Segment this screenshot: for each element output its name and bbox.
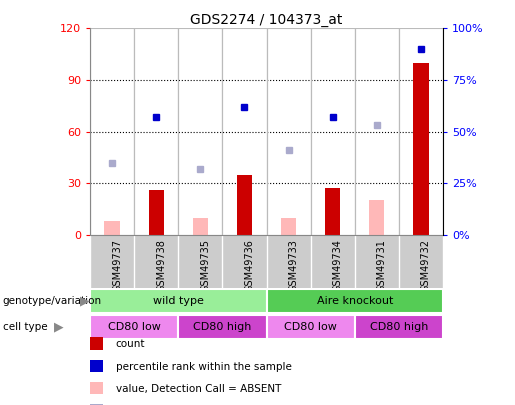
Text: CD80 high: CD80 high (193, 322, 252, 332)
Text: wild type: wild type (153, 296, 204, 306)
Bar (90, 28, 134, 235)
Text: ▶: ▶ (54, 320, 64, 334)
Text: value, Detection Call = ABSENT: value, Detection Call = ABSENT (116, 384, 281, 394)
Bar (281, 218, 296, 235)
Bar (355, 28, 399, 235)
Text: CD80 low: CD80 low (284, 322, 337, 332)
Text: cell type: cell type (3, 322, 47, 332)
Text: GSM49734: GSM49734 (333, 239, 342, 292)
Bar (90, 315, 178, 339)
Text: GSM49732: GSM49732 (421, 239, 431, 292)
Text: GSM49737: GSM49737 (112, 239, 122, 292)
Text: genotype/variation: genotype/variation (3, 296, 101, 306)
Text: GSM49735: GSM49735 (200, 239, 210, 292)
Bar (222, 28, 267, 235)
Bar (267, 289, 443, 313)
Text: CD80 high: CD80 high (370, 322, 428, 332)
Bar (399, 28, 443, 235)
Bar (134, 28, 178, 235)
Bar (311, 28, 355, 235)
Bar (178, 28, 222, 235)
Text: ▶: ▶ (80, 294, 90, 307)
Text: GSM49736: GSM49736 (245, 239, 254, 292)
Bar (267, 315, 355, 339)
Bar (325, 188, 340, 235)
Text: GSM49738: GSM49738 (156, 239, 166, 292)
Bar (178, 315, 267, 339)
Text: percentile rank within the sample: percentile rank within the sample (116, 362, 292, 371)
Text: CD80 low: CD80 low (108, 322, 161, 332)
Bar (90, 289, 267, 313)
Text: GSM49733: GSM49733 (288, 239, 299, 292)
Text: Aire knockout: Aire knockout (317, 296, 393, 306)
Text: count: count (116, 339, 145, 349)
Text: GSM49731: GSM49731 (377, 239, 387, 292)
Bar (237, 175, 252, 235)
Bar (355, 315, 443, 339)
Bar (413, 63, 428, 235)
Bar (193, 218, 208, 235)
Bar (105, 221, 120, 235)
Bar (148, 190, 164, 235)
Title: GDS2274 / 104373_at: GDS2274 / 104373_at (191, 13, 342, 27)
Bar (369, 200, 385, 235)
Bar (267, 28, 311, 235)
